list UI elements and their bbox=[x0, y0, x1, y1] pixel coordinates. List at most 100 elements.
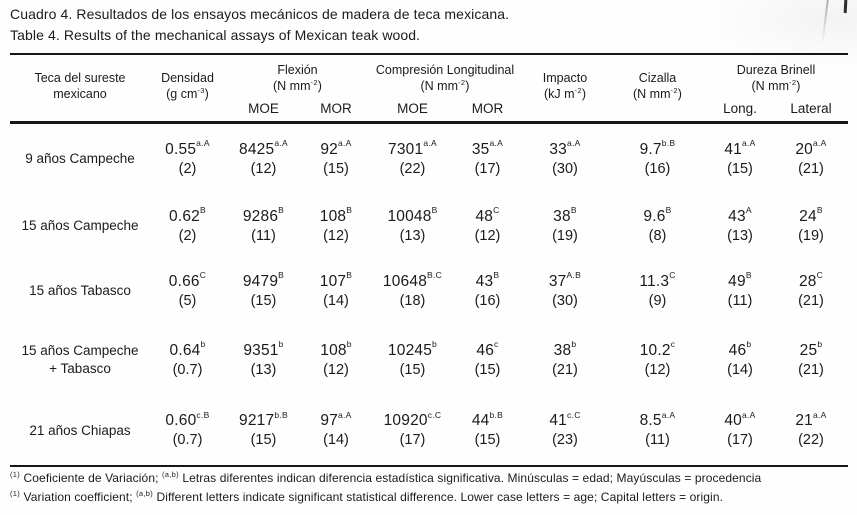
scan-shading-artifact bbox=[690, 0, 857, 75]
cell-cv: (15) bbox=[250, 292, 277, 309]
cell-cv: (19) bbox=[798, 227, 824, 244]
cell-value: 46c bbox=[476, 339, 499, 359]
cell-value: 43A bbox=[728, 205, 752, 225]
header-unit: (N mm-2) bbox=[420, 77, 470, 93]
cell-cv: (12) bbox=[644, 361, 671, 378]
col-header-dureza-brinell: Dureza Brinell (N mm-2) bbox=[705, 56, 847, 96]
data-cell: 97a.A (14) bbox=[302, 396, 370, 465]
cell-cv: (15) bbox=[727, 160, 753, 177]
subheader-flexion-mor: MOR bbox=[320, 101, 352, 116]
cell-value: 9479B bbox=[242, 270, 285, 290]
data-cell: 0.62B (2) bbox=[150, 194, 225, 258]
row-header-line1: Teca del sureste bbox=[34, 70, 126, 85]
data-cell: 38B (19) bbox=[520, 194, 610, 258]
data-cell: 41c.C (23) bbox=[520, 396, 610, 465]
table-body: 9 años Campeche 0.55a.A (2) 8425a.A (12) 92a.… bbox=[10, 124, 848, 465]
cell-value: 10648B.C bbox=[382, 270, 443, 290]
footnote-spanish: (1) Coeficiente de Variación; (a,b) Letr… bbox=[10, 470, 762, 485]
data-cell: 44b.B (15) bbox=[455, 396, 520, 465]
row-label: 9 años Campeche bbox=[25, 151, 135, 166]
data-cell: 10048B (13) bbox=[370, 194, 455, 258]
data-cell: 9217b.B (15) bbox=[225, 396, 302, 465]
header-unit: (N mm-2) bbox=[273, 77, 322, 93]
data-cell: 40a.A (17) bbox=[705, 396, 775, 465]
cell-cv: (16) bbox=[644, 160, 671, 177]
cell-value: 10.2c bbox=[639, 339, 676, 359]
data-cell: 0.64b (0.7) bbox=[150, 324, 225, 396]
cell-cv: (12) bbox=[323, 227, 349, 244]
data-cell: 9351b (13) bbox=[225, 324, 302, 396]
cell-cv: (15) bbox=[323, 160, 349, 177]
data-cell: 92a.A (15) bbox=[302, 124, 370, 194]
cell-value: 108b bbox=[320, 339, 352, 359]
data-cell: 8425a.A (12) bbox=[225, 124, 302, 194]
data-cell: 10920c.C (17) bbox=[370, 396, 455, 465]
col-header-impacto: Impacto (kJ m-2) bbox=[520, 56, 610, 121]
cell-value: 40a.A bbox=[724, 409, 756, 429]
subheader-flexion-moe: MOE bbox=[248, 101, 279, 116]
cell-value: 28C bbox=[798, 270, 824, 290]
row-header-line2: mexicano bbox=[53, 86, 107, 101]
cell-value: 43B bbox=[475, 270, 500, 290]
col-header-cizalla: Cizalla (N mm-2) bbox=[610, 56, 705, 121]
data-cell: 41a.A (15) bbox=[705, 124, 775, 194]
header-name: Flexión bbox=[277, 63, 318, 77]
cell-value: 7301a.A bbox=[388, 138, 437, 158]
data-cell: 33a.A (30) bbox=[520, 124, 610, 194]
cell-cv: (14) bbox=[323, 432, 349, 448]
cell-cv: (18) bbox=[399, 292, 426, 309]
cell-cv: (13) bbox=[250, 361, 277, 378]
cell-cv: (12) bbox=[323, 361, 349, 378]
cell-value: 38B bbox=[553, 205, 577, 225]
cell-cv: (21) bbox=[798, 361, 824, 378]
cell-value: 0.66C bbox=[168, 270, 207, 290]
cell-value: 35a.A bbox=[471, 138, 504, 158]
cell-value: 0.55a.A bbox=[165, 138, 210, 158]
cell-cv: (17) bbox=[727, 432, 753, 448]
data-cell: 9.6B (8) bbox=[610, 194, 705, 258]
cell-value: 24B bbox=[799, 205, 823, 225]
cell-value: 11.3C bbox=[639, 270, 676, 290]
cell-cv: (23) bbox=[552, 432, 578, 448]
cell-value: 0.64b bbox=[169, 339, 206, 359]
data-cell: 24B (19) bbox=[775, 194, 847, 258]
data-cell: 37A.B (30) bbox=[520, 258, 610, 324]
cell-value: 10245b bbox=[387, 339, 438, 359]
cell-value: 48C bbox=[475, 205, 500, 225]
row-label: 15 años Campeche bbox=[21, 218, 139, 233]
caption-english: Table 4. Results of the mechanical assay… bbox=[10, 27, 421, 43]
header-name: Dureza Brinell bbox=[736, 63, 816, 77]
cell-cv: (0.7) bbox=[172, 432, 203, 448]
data-cell: 108B (12) bbox=[302, 194, 370, 258]
data-cell: 7301a.A (22) bbox=[370, 124, 455, 194]
cell-cv: (5) bbox=[178, 292, 197, 309]
cell-value: 0.62B bbox=[169, 205, 206, 225]
data-cell: 49B (11) bbox=[705, 258, 775, 324]
col-header-densidad: Densidad (g cm-3) bbox=[150, 56, 225, 121]
cell-cv: (21) bbox=[798, 160, 824, 177]
cell-cv: (14) bbox=[727, 361, 753, 378]
data-cell: 9.7b.B (16) bbox=[610, 124, 705, 194]
cell-value: 9217b.B bbox=[239, 409, 288, 429]
cell-value: 41a.A bbox=[724, 138, 756, 158]
header-name: Cizalla bbox=[638, 70, 677, 85]
cell-value: 37A.B bbox=[548, 270, 582, 290]
col-header-flexion: Flexión (N mm-2) bbox=[225, 56, 370, 96]
header-unit: (kJ m-2) bbox=[543, 85, 586, 101]
cell-value: 9351b bbox=[243, 339, 284, 359]
data-cell: 0.66C (5) bbox=[150, 258, 225, 324]
cell-value: 92a.A bbox=[320, 138, 352, 158]
cell-cv: (13) bbox=[727, 227, 753, 244]
header-name: Impacto bbox=[542, 70, 588, 85]
cell-cv: (17) bbox=[399, 432, 426, 448]
data-cell: 107B (14) bbox=[302, 258, 370, 324]
cell-value: 107B bbox=[319, 270, 353, 290]
data-cell: 20a.A (21) bbox=[775, 124, 847, 194]
subheader-dureza-long: Long. bbox=[723, 101, 757, 116]
cell-cv: (14) bbox=[323, 292, 349, 309]
cell-value: 46b bbox=[728, 339, 752, 359]
cell-cv: (21) bbox=[798, 292, 824, 309]
table-header: Teca del sureste mexicano Densidad (g cm… bbox=[10, 56, 848, 121]
cell-cv: (22) bbox=[399, 160, 426, 177]
